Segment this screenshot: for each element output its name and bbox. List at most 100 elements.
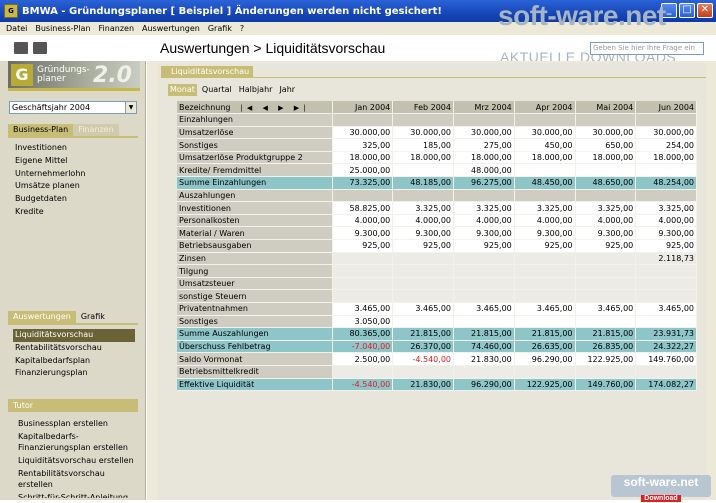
- value-cell[interactable]: 3.325,00: [514, 201, 576, 215]
- value-cell[interactable]: 73.325,00: [332, 176, 394, 190]
- tab-jahr[interactable]: Jahr: [279, 85, 296, 94]
- value-cell[interactable]: 4.000,00: [392, 214, 454, 228]
- value-cell[interactable]: 30.000,00: [635, 126, 697, 140]
- value-cell[interactable]: [635, 365, 697, 379]
- value-cell[interactable]: [392, 113, 454, 127]
- nav-item-kredite[interactable]: Kredite: [15, 206, 44, 216]
- value-cell[interactable]: 21.830,00: [453, 352, 515, 366]
- value-cell[interactable]: 925,00: [635, 239, 697, 253]
- value-cell[interactable]: [635, 264, 697, 278]
- value-cell[interactable]: 3.465,00: [332, 302, 394, 316]
- menu-datei[interactable]: Datei: [6, 24, 28, 33]
- value-cell[interactable]: 3.465,00: [635, 302, 697, 316]
- value-cell[interactable]: 3.465,00: [514, 302, 576, 316]
- value-cell[interactable]: [332, 252, 394, 266]
- value-cell[interactable]: [514, 252, 576, 266]
- value-cell[interactable]: [392, 252, 454, 266]
- value-cell[interactable]: [635, 113, 697, 127]
- value-cell[interactable]: 48.650,00: [575, 176, 637, 190]
- value-cell[interactable]: 96.290,00: [514, 352, 576, 366]
- value-cell[interactable]: 3.465,00: [575, 302, 637, 316]
- tutor-link-liquiditaet[interactable]: Liquiditätsvorschau erstellen: [18, 456, 134, 465]
- value-cell[interactable]: [453, 315, 515, 329]
- value-cell[interactable]: [514, 277, 576, 291]
- value-cell[interactable]: 96.290,00: [453, 378, 515, 392]
- value-cell[interactable]: [453, 365, 515, 379]
- value-cell[interactable]: [575, 315, 637, 329]
- value-cell[interactable]: 21.815,00: [453, 327, 515, 341]
- value-cell[interactable]: 30.000,00: [453, 126, 515, 140]
- value-cell[interactable]: 122.925,00: [514, 378, 576, 392]
- value-cell[interactable]: 3.465,00: [453, 302, 515, 316]
- value-cell[interactable]: [575, 189, 637, 203]
- value-cell[interactable]: 4.000,00: [332, 214, 394, 228]
- value-cell[interactable]: [392, 315, 454, 329]
- value-cell[interactable]: [453, 289, 515, 303]
- value-cell[interactable]: [453, 252, 515, 266]
- value-cell[interactable]: [453, 113, 515, 127]
- maximize-button[interactable]: □: [679, 3, 695, 18]
- value-cell[interactable]: 275,00: [453, 138, 515, 152]
- value-cell[interactable]: 925,00: [514, 239, 576, 253]
- value-cell[interactable]: [514, 113, 576, 127]
- value-cell[interactable]: 48.254,00: [635, 176, 697, 190]
- value-cell[interactable]: 21.815,00: [514, 327, 576, 341]
- value-cell[interactable]: 122.925,00: [575, 352, 637, 366]
- value-cell[interactable]: 254,00: [635, 138, 697, 152]
- value-cell[interactable]: 450,00: [514, 138, 576, 152]
- value-cell[interactable]: 9.300,00: [514, 226, 576, 241]
- value-cell[interactable]: [575, 277, 637, 291]
- help-search-input[interactable]: Geben Sie hier Ihre Frage ein: [590, 42, 704, 55]
- menu-business-plan[interactable]: Business-Plan: [35, 24, 91, 33]
- value-cell[interactable]: 48.450,00: [514, 176, 576, 190]
- menu-finanzen[interactable]: Finanzen: [98, 24, 135, 33]
- value-cell[interactable]: [453, 277, 515, 291]
- value-cell[interactable]: 3.325,00: [392, 201, 454, 215]
- tab-monat[interactable]: Monat: [168, 84, 197, 96]
- value-cell[interactable]: 74.460,00: [453, 340, 515, 354]
- nav-item-finanzierung[interactable]: Finanzierungsplan: [15, 368, 88, 378]
- value-cell[interactable]: [575, 252, 637, 266]
- value-cell[interactable]: [635, 189, 697, 203]
- value-cell[interactable]: 30.000,00: [332, 126, 394, 140]
- tab-finanzen[interactable]: Finanzen: [73, 124, 119, 136]
- value-cell[interactable]: [514, 289, 576, 303]
- value-cell[interactable]: 2.118,73: [635, 252, 697, 266]
- value-cell[interactable]: 18.000,00: [453, 151, 515, 165]
- value-cell[interactable]: 925,00: [392, 239, 454, 253]
- chevron-down-icon[interactable]: ▼: [125, 102, 136, 113]
- record-nav-icons[interactable]: |◀ ◀ ▶ ▶|: [240, 103, 310, 112]
- tutor-link-rentabilitaet[interactable]: Rentabilitätsvorschau erstellen: [18, 469, 105, 489]
- value-cell[interactable]: 25.000,00: [332, 163, 394, 178]
- value-cell[interactable]: [332, 277, 394, 291]
- value-cell[interactable]: 9.300,00: [392, 226, 454, 241]
- nav-item-budgetdaten[interactable]: Budgetdaten: [15, 194, 67, 204]
- value-cell[interactable]: [392, 277, 454, 291]
- value-cell[interactable]: 24.322,27: [635, 340, 697, 354]
- value-cell[interactable]: 30.000,00: [392, 126, 454, 140]
- value-cell[interactable]: 149.760,00: [635, 352, 697, 366]
- value-cell[interactable]: 149.760,00: [575, 378, 637, 392]
- tab-halbjahr[interactable]: Halbjahr: [238, 85, 273, 94]
- tutor-link-businessplan[interactable]: Businessplan erstellen: [18, 419, 108, 428]
- value-cell[interactable]: 26.835,00: [575, 340, 637, 354]
- value-cell[interactable]: -7.040,00: [332, 340, 394, 354]
- value-cell[interactable]: 96.275,00: [453, 176, 515, 190]
- value-cell[interactable]: [392, 365, 454, 379]
- value-cell[interactable]: 925,00: [575, 239, 637, 253]
- value-cell[interactable]: [514, 315, 576, 329]
- tab-quartal[interactable]: Quartal: [201, 85, 232, 94]
- value-cell[interactable]: 925,00: [453, 239, 515, 253]
- value-cell[interactable]: [635, 277, 697, 291]
- value-cell[interactable]: [392, 189, 454, 203]
- nav-item-eigene-mittel[interactable]: Eigene Mittel: [15, 155, 68, 165]
- value-cell[interactable]: 9.300,00: [575, 226, 637, 241]
- value-cell[interactable]: [575, 113, 637, 127]
- value-cell[interactable]: 9.300,00: [635, 226, 697, 241]
- menu-help[interactable]: ?: [239, 24, 245, 33]
- value-cell[interactable]: 3.325,00: [635, 201, 697, 215]
- value-cell[interactable]: 26.635,00: [514, 340, 576, 354]
- value-cell[interactable]: 9.300,00: [453, 226, 515, 241]
- value-cell[interactable]: [332, 189, 394, 203]
- nav-item-liquiditaet[interactable]: Liquiditätsvorschau: [13, 329, 135, 342]
